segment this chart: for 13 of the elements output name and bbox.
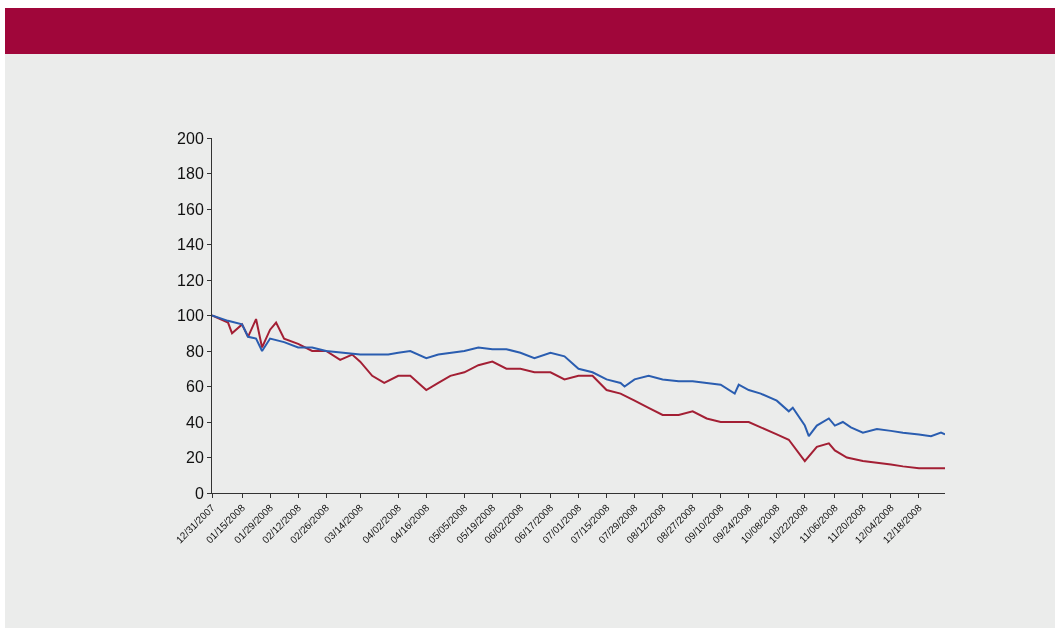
y-tick-label: 40: [186, 413, 204, 431]
y-tick-label: 180: [177, 165, 204, 183]
y-tick-label: 140: [177, 236, 204, 254]
line-series: [212, 314, 945, 438]
y-tick-label: 160: [177, 200, 204, 218]
y-tick-label: 120: [177, 271, 204, 289]
y-tick-label: 200: [177, 129, 204, 147]
y-tick-label: 20: [186, 449, 204, 467]
line-series: [212, 314, 945, 470]
y-tick-label: 60: [186, 378, 204, 396]
y-tick-label: 80: [186, 342, 204, 360]
y-tick-label: 100: [177, 307, 204, 325]
y-tick-label: 0: [194, 484, 204, 502]
